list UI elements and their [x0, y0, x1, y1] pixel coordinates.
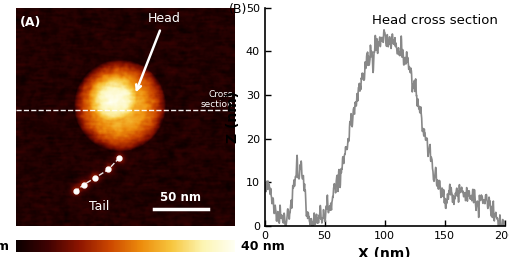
Text: (B): (B) [228, 3, 246, 16]
Text: 0 nm: 0 nm [0, 240, 10, 253]
Text: (A): (A) [20, 16, 41, 30]
Text: 50 nm: 50 nm [160, 191, 201, 204]
Text: Head: Head [136, 12, 181, 90]
Text: Tail: Tail [89, 200, 109, 213]
Text: Head cross section: Head cross section [371, 14, 497, 27]
Y-axis label: Z (nm): Z (nm) [225, 91, 240, 143]
Text: Cross
section: Cross section [200, 89, 233, 109]
X-axis label: X (nm): X (nm) [358, 246, 410, 257]
Text: 40 nm: 40 nm [241, 240, 284, 253]
